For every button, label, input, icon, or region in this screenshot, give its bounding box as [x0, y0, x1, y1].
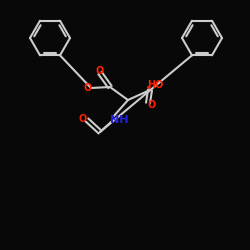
Text: O: O — [79, 114, 87, 124]
Text: NH: NH — [110, 115, 128, 125]
Text: O: O — [148, 100, 156, 110]
Text: O: O — [84, 83, 92, 93]
Text: O: O — [96, 66, 104, 76]
Text: HO: HO — [147, 80, 163, 90]
